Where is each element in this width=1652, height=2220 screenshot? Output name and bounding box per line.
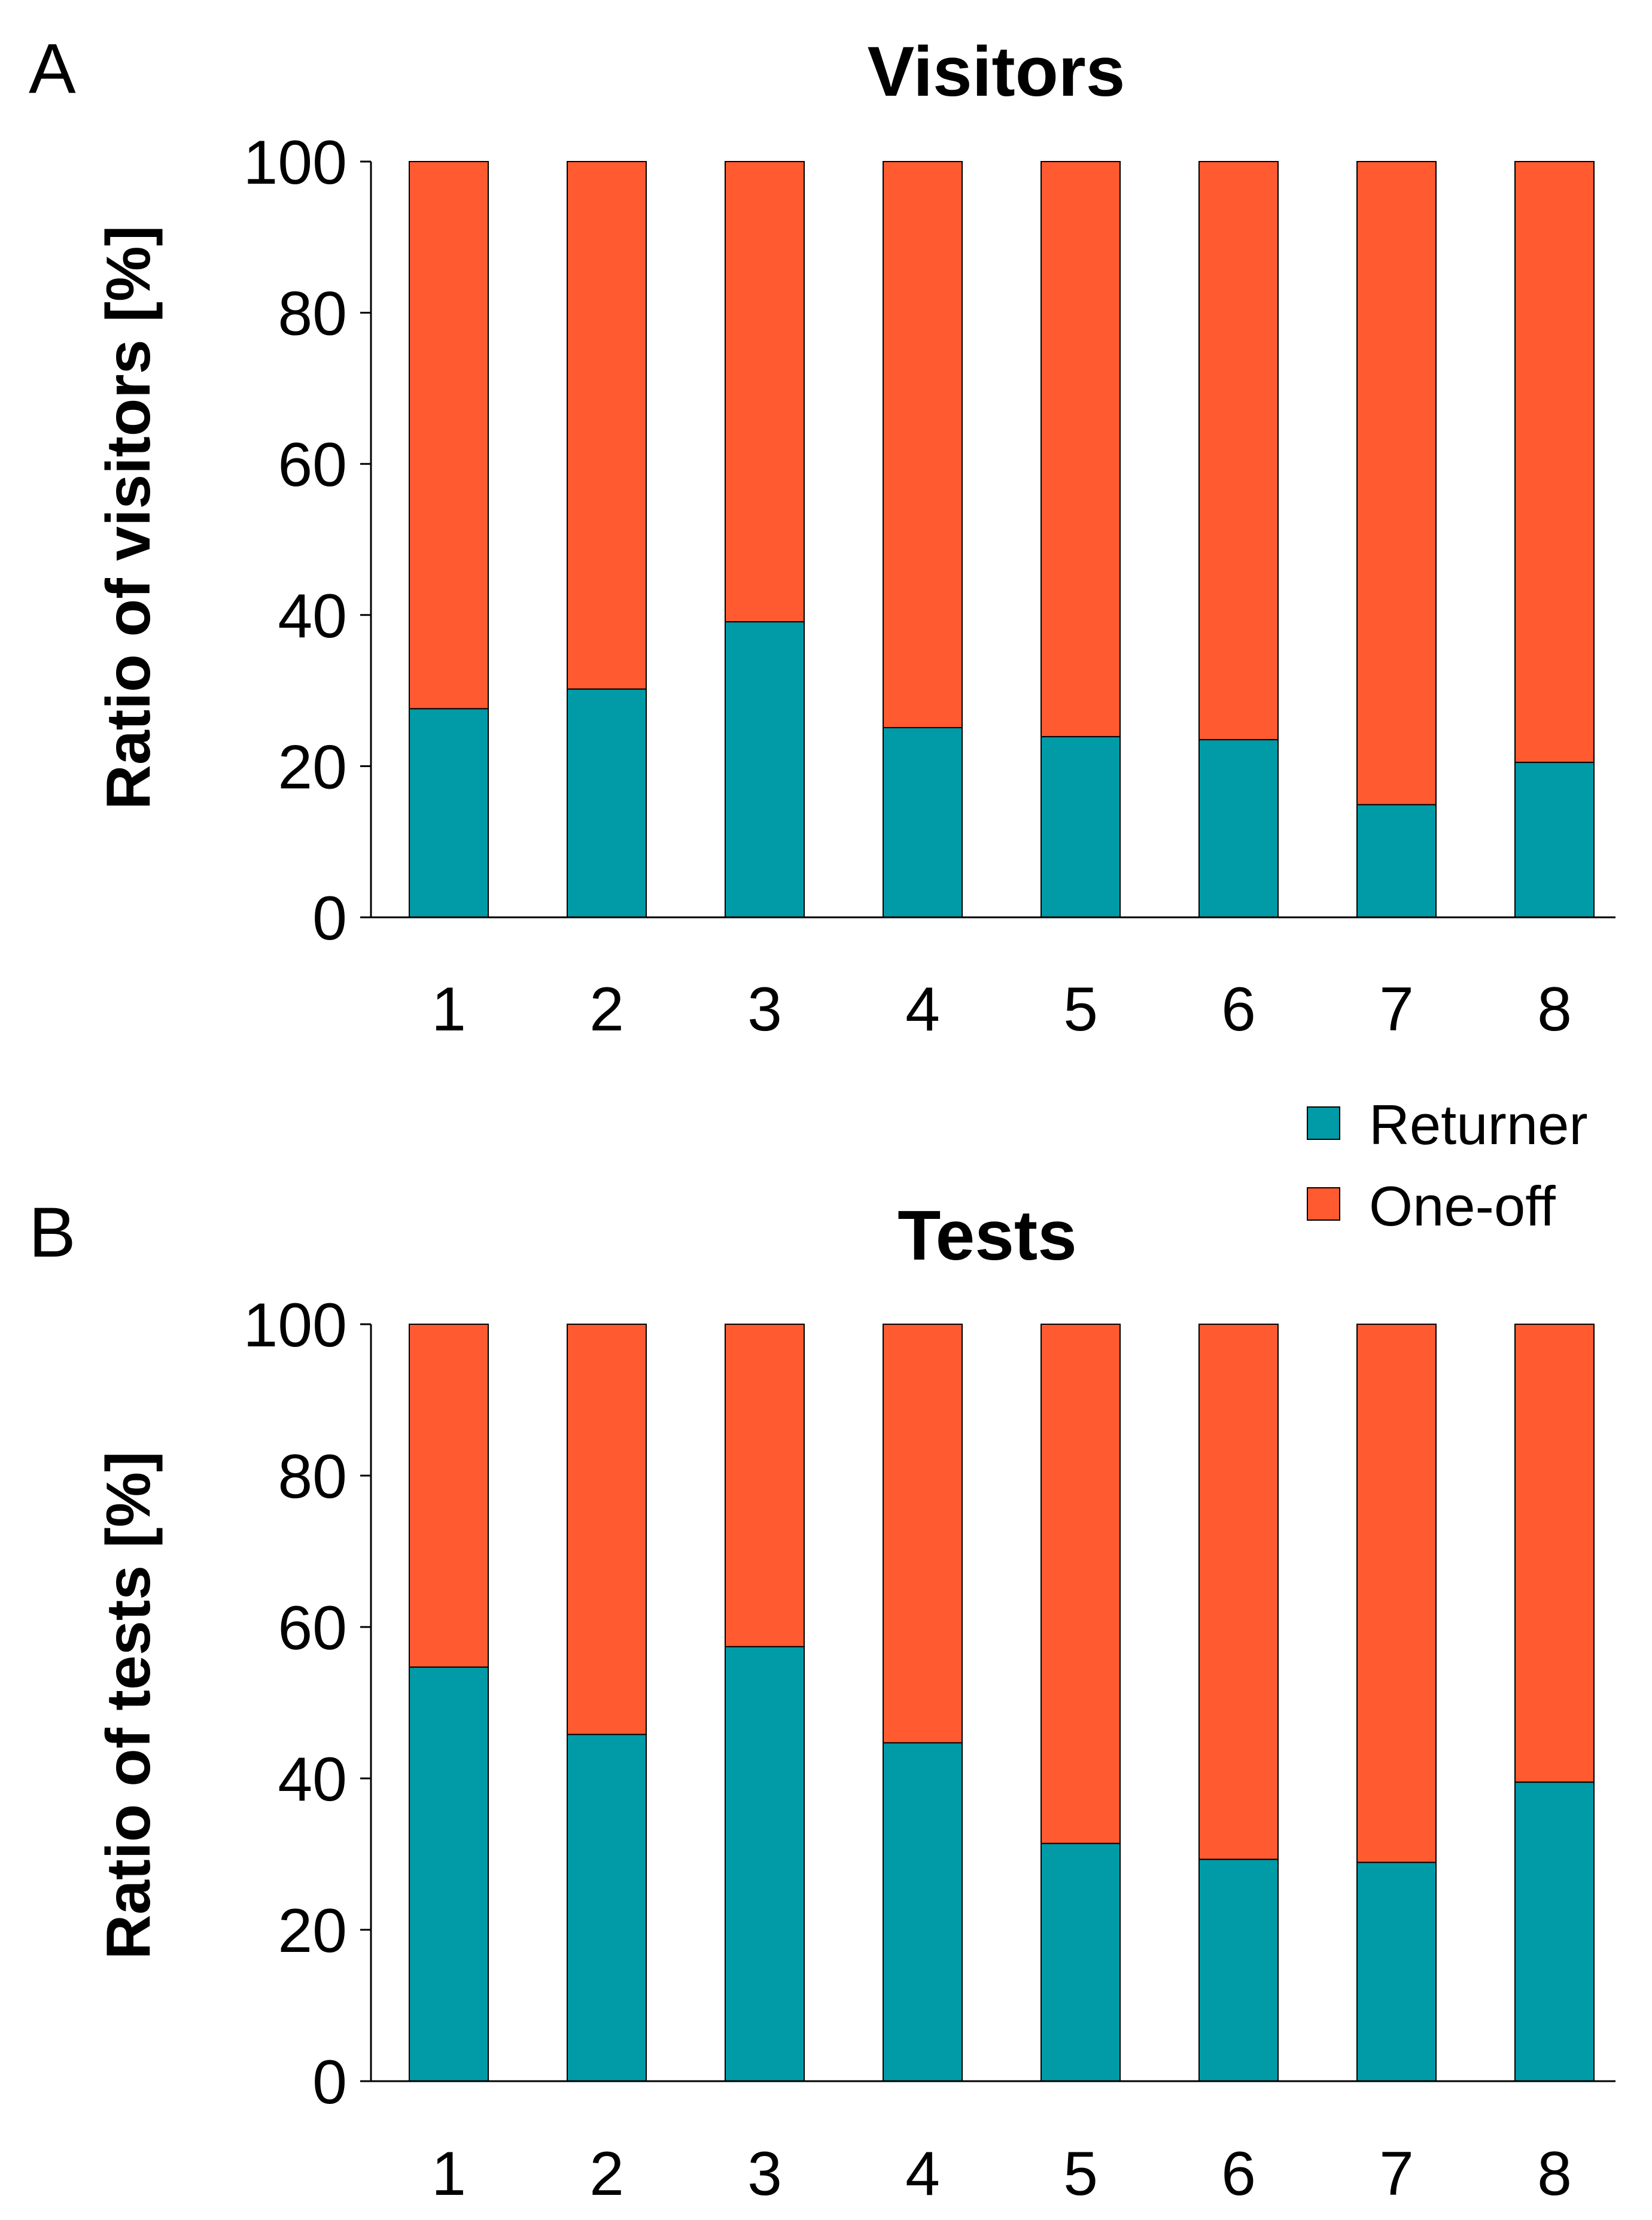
y-axis-label-tests: Ratio of tests [%] — [94, 1451, 163, 1959]
y-tick-label-tests: 80 — [278, 1442, 347, 1512]
legend-label-one-off: One-off — [1369, 1175, 1556, 1237]
chart-tests: B Tests Ratio of tests [%] 020406080100 … — [29, 1193, 1616, 2209]
bar-one-off-visitors-5 — [1041, 161, 1121, 738]
legend-swatch-returner — [1307, 1106, 1340, 1140]
y-tick-label-visitors: 80 — [278, 279, 347, 349]
bar-returner-visitors-7 — [1356, 804, 1437, 918]
bar-one-off-visitors-1 — [409, 161, 489, 710]
x-tick-label-visitors: 4 — [905, 975, 940, 1044]
y-tick-label-tests: 0 — [312, 2048, 347, 2117]
x-tick-label-tests: 4 — [905, 2139, 940, 2209]
bar-one-off-tests-8 — [1514, 1324, 1595, 1783]
bar-one-off-tests-7 — [1356, 1324, 1437, 1863]
y-tick-label-visitors: 40 — [278, 582, 347, 651]
chart-visitors: A Visitors Ratio of visitors [%] 0204060… — [29, 29, 1616, 1044]
bar-returner-visitors-8 — [1514, 762, 1595, 918]
chart-title-tests: Tests — [898, 1196, 1077, 1275]
y-axis-label-visitors: Ratio of visitors [%] — [94, 226, 163, 810]
x-tick-label-visitors: 3 — [747, 975, 782, 1044]
bars-tests — [409, 1324, 1595, 2082]
bar-returner-tests-4 — [883, 1742, 963, 2082]
bar-one-off-visitors-7 — [1356, 161, 1437, 805]
legend-swatch-one-off — [1307, 1187, 1340, 1221]
x-tick-label-tests: 1 — [431, 2139, 466, 2209]
x-ticks-visitors: 1 2 3 4 5 6 7 8 — [431, 975, 1572, 1044]
x-tick-label-visitors: 7 — [1379, 975, 1414, 1044]
x-tick-label-tests: 5 — [1063, 2139, 1098, 2209]
x-tick-label-tests: 3 — [747, 2139, 782, 2209]
bar-returner-visitors-2 — [567, 688, 647, 918]
x-tick-label-tests: 7 — [1379, 2139, 1414, 2209]
bar-returner-tests-2 — [567, 1734, 647, 2082]
y-ticks-tests: 0 20 40 60 80 100 — [243, 1291, 371, 2117]
y-tick-label-visitors: 60 — [278, 430, 347, 500]
bar-returner-tests-8 — [1514, 1781, 1595, 2082]
y-ticks-visitors: 0 20 40 60 80 100 — [243, 128, 371, 953]
bar-one-off-tests-2 — [567, 1324, 647, 1735]
bar-one-off-tests-4 — [883, 1324, 963, 1744]
bar-returner-tests-7 — [1356, 1862, 1437, 2082]
bar-one-off-visitors-2 — [567, 161, 647, 690]
legend-label-returner: Returner — [1369, 1093, 1588, 1156]
panel-letter-a: A — [29, 29, 76, 108]
bar-one-off-visitors-3 — [725, 161, 805, 623]
y-tick-label-tests: 40 — [278, 1745, 347, 1814]
bar-returner-visitors-6 — [1198, 739, 1279, 918]
bar-one-off-tests-3 — [725, 1324, 805, 1647]
y-tick-label-tests: 20 — [278, 1896, 347, 1966]
bar-returner-visitors-3 — [725, 621, 805, 918]
x-tick-label-visitors: 5 — [1063, 975, 1098, 1044]
x-tick-label-visitors: 6 — [1221, 975, 1256, 1044]
bar-returner-tests-6 — [1198, 1859, 1279, 2082]
y-tick-label-visitors: 0 — [312, 884, 347, 953]
bar-returner-tests-1 — [409, 1666, 489, 2082]
x-tick-label-visitors: 2 — [589, 975, 624, 1044]
bar-returner-tests-5 — [1041, 1842, 1121, 2082]
y-tick-label-tests: 100 — [243, 1291, 347, 1360]
x-ticks-tests: 1 2 3 4 5 6 7 8 — [431, 2139, 1572, 2209]
bar-returner-tests-3 — [725, 1646, 805, 2082]
bars-visitors — [409, 161, 1595, 919]
y-tick-label-tests: 60 — [278, 1593, 347, 1663]
y-tick-label-visitors: 20 — [278, 732, 347, 802]
bar-one-off-visitors-8 — [1514, 161, 1595, 764]
bar-one-off-tests-6 — [1198, 1324, 1279, 1860]
x-tick-label-tests: 8 — [1537, 2139, 1572, 2209]
bar-returner-visitors-4 — [883, 726, 963, 919]
panel-letter-b: B — [29, 1193, 76, 1272]
bar-one-off-visitors-6 — [1198, 161, 1279, 741]
bar-returner-visitors-5 — [1041, 736, 1121, 918]
bar-one-off-tests-5 — [1041, 1324, 1121, 1844]
x-tick-label-visitors: 8 — [1537, 975, 1572, 1044]
legend: Returner One-off — [1307, 1093, 1588, 1237]
x-tick-label-tests: 6 — [1221, 2139, 1256, 2209]
y-tick-label-visitors: 100 — [243, 128, 347, 197]
bar-one-off-visitors-4 — [883, 161, 963, 728]
bar-returner-visitors-1 — [409, 708, 489, 918]
bar-one-off-tests-1 — [409, 1324, 489, 1668]
x-tick-label-visitors: 1 — [431, 975, 466, 1044]
chart-title-visitors: Visitors — [868, 32, 1125, 111]
x-tick-label-tests: 2 — [589, 2139, 624, 2209]
